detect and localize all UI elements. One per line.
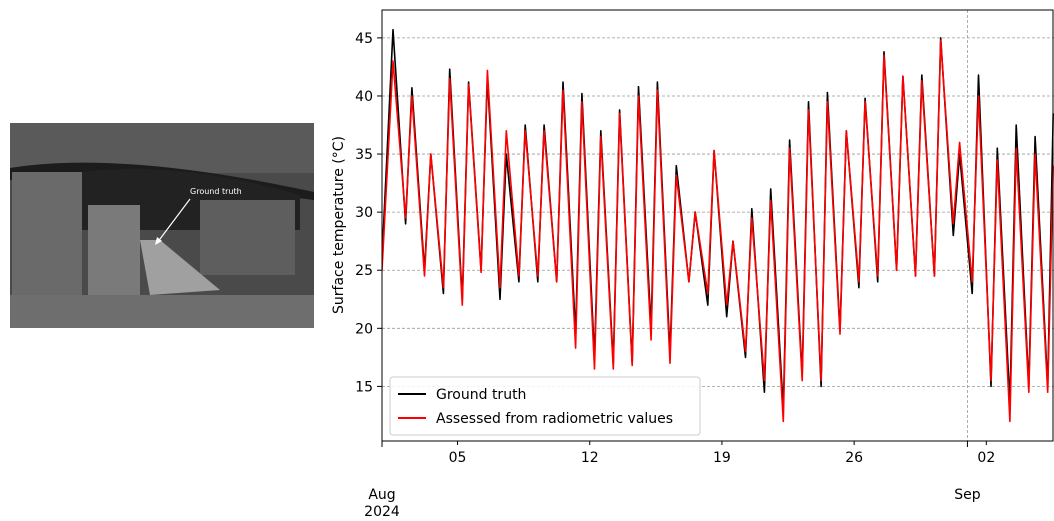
x-tick-label: 02 <box>977 450 995 466</box>
series-line <box>382 39 1054 423</box>
y-tick-label: 15 <box>355 379 373 395</box>
photo-annotation: Ground truth <box>190 187 242 196</box>
legend-label: Ground truth <box>436 387 526 403</box>
legend-box <box>389 376 701 436</box>
arrow-head <box>155 237 162 245</box>
thermal-photo <box>10 123 314 328</box>
annotation-arrow <box>156 198 191 244</box>
y-tick-label: 20 <box>355 321 373 337</box>
y-tick-label: 45 <box>355 31 373 47</box>
x-tick-label: 26 <box>845 450 863 466</box>
y-axis-label: Surface temperature (°C) <box>331 136 347 314</box>
x-tick-label: 12 <box>581 450 599 466</box>
month-label: Aug <box>368 487 395 503</box>
axes-frame <box>381 9 1054 442</box>
y-tick-label: 40 <box>355 89 373 105</box>
y-tick-label: 25 <box>355 263 373 279</box>
year-label: 2024 <box>364 504 400 517</box>
x-tick-label: 19 <box>713 450 731 466</box>
month-label: Sep <box>954 487 981 503</box>
legend-label: Assessed from radiometric values <box>436 411 673 427</box>
y-tick-label: 35 <box>355 147 373 163</box>
y-tick-label: 30 <box>355 205 373 221</box>
x-tick-label: 05 <box>449 450 467 466</box>
